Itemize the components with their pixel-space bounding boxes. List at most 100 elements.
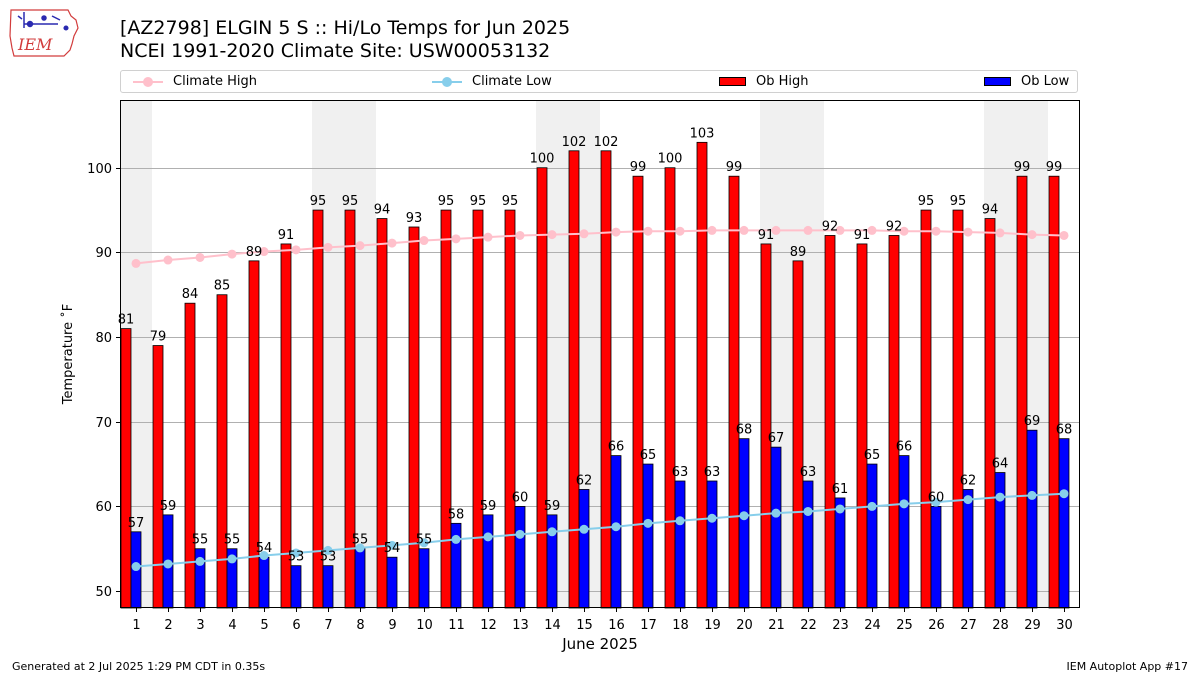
bar-ob-low: [194, 548, 206, 609]
x-tick-label: 22: [800, 618, 817, 633]
climate-low-point: [355, 543, 365, 553]
ob-high-label: 99: [726, 160, 743, 175]
bar-ob-high: [568, 150, 580, 609]
bar-ob-high: [312, 209, 324, 609]
ob-high-label: 91: [758, 228, 775, 243]
ob-low-label: 65: [864, 448, 881, 463]
bar-ob-high: [184, 302, 196, 609]
bar-ob-low: [546, 514, 558, 609]
bar-ob-low: [1026, 429, 1038, 609]
weekend-shade: [344, 100, 376, 608]
climate-high-point: [483, 232, 493, 242]
weekend-shade: [312, 100, 344, 608]
bar-ob-low: [930, 505, 942, 609]
climate-low-point: [547, 527, 557, 537]
climate-high-point: [611, 227, 621, 237]
ob-high-label: 102: [594, 135, 619, 150]
ob-low-label: 69: [1024, 414, 1041, 429]
app-credit: IEM Autoplot App #17: [1066, 660, 1189, 673]
legend-item-climate-high: Climate High: [133, 71, 257, 92]
logo-text: IEM: [17, 35, 53, 54]
x-tick-label: 19: [704, 618, 721, 633]
ob-low-label: 55: [352, 533, 369, 548]
bar-ob-low: [962, 489, 974, 609]
ob-high-label: 89: [790, 245, 807, 260]
climate-low-point: [483, 532, 493, 542]
bar-ob-high: [440, 209, 452, 609]
climate-high-point: [643, 226, 653, 236]
ob-high-label: 95: [470, 194, 487, 209]
bar-ob-high: [504, 209, 516, 609]
climate-low-point: [323, 545, 333, 555]
ob-high-label: 99: [1014, 160, 1031, 175]
climate-low-point: [259, 551, 269, 561]
bar-ob-high: [856, 243, 868, 609]
ob-low-label: 63: [800, 465, 817, 480]
x-tick-label: 14: [544, 618, 561, 633]
bar-ob-high: [728, 175, 740, 609]
ob-low-label: 63: [704, 465, 721, 480]
x-tick-label: 18: [672, 618, 689, 633]
climate-high-point: [291, 245, 301, 255]
x-tick-label: 10: [416, 618, 433, 633]
climate-low-point: [163, 559, 173, 569]
weekend-shade: [792, 100, 824, 608]
bar-ob-low: [770, 446, 782, 609]
ob-low-label: 61: [832, 482, 849, 497]
ob-high-label: 102: [562, 135, 587, 150]
ob-low-label: 60: [928, 490, 945, 505]
bar-ob-high: [1048, 175, 1060, 609]
bar-ob-high: [376, 218, 388, 609]
y-tick-label: 100: [87, 162, 112, 177]
bar-ob-high: [280, 243, 292, 609]
ob-low-label: 55: [224, 533, 241, 548]
climate-low-point: [1059, 489, 1069, 499]
legend-label: Climate High: [173, 74, 258, 89]
x-tick-label: 30: [1056, 618, 1073, 633]
ob-low-label: 54: [384, 541, 401, 556]
legend-item-ob-high: Ob High: [719, 71, 809, 92]
ob-high-label: 92: [886, 219, 903, 234]
bar-ob-low: [290, 565, 302, 609]
ob-low-label: 53: [288, 550, 305, 565]
climate-low-point: [835, 504, 845, 514]
x-tick-label: 4: [228, 618, 236, 633]
bar-ob-low: [994, 472, 1006, 609]
ob-high-label: 100: [658, 152, 683, 167]
bar-ob-high: [760, 243, 772, 609]
climate-low-point: [995, 492, 1005, 502]
climate-low-point: [611, 522, 621, 532]
weekend-shade: [568, 100, 600, 608]
ob-high-label: 94: [374, 203, 391, 218]
iowa-outline-shape: [9, 9, 79, 57]
x-tick-label: 21: [768, 618, 785, 633]
x-tick-label: 25: [896, 618, 913, 633]
y-tick-label: 70: [95, 416, 112, 431]
climate-low-point: [867, 501, 877, 511]
bar-ob-high: [536, 167, 548, 609]
climate-high-point: [131, 258, 141, 268]
climate-low-point: [579, 524, 589, 534]
x-tick-label: 23: [832, 618, 849, 633]
weekend-shade: [1016, 100, 1048, 608]
climate-high-point: [259, 247, 269, 257]
climate-high-point: [195, 252, 205, 262]
weekend-shade: [536, 100, 568, 608]
bar-ob-low: [386, 556, 398, 609]
bar-ob-high: [696, 141, 708, 609]
y-tick-label: 80: [95, 331, 112, 346]
ob-low-label: 62: [576, 473, 593, 488]
climate-high-line: [135, 229, 1065, 265]
climate-low-point: [803, 506, 813, 516]
ob-high-label: 95: [502, 194, 519, 209]
bar-ob-high: [632, 175, 644, 609]
ob-low-label: 59: [160, 499, 177, 514]
x-tick-label: 8: [356, 618, 364, 633]
ob-high-label: 79: [150, 330, 167, 345]
x-tick-label: 28: [992, 618, 1009, 633]
legend-line-marker-icon: [133, 76, 163, 87]
ob-high-label: 92: [822, 219, 839, 234]
x-tick-label: 11: [448, 618, 465, 633]
climate-low-point: [675, 516, 685, 526]
legend-item-climate-low: Climate Low: [432, 71, 552, 92]
